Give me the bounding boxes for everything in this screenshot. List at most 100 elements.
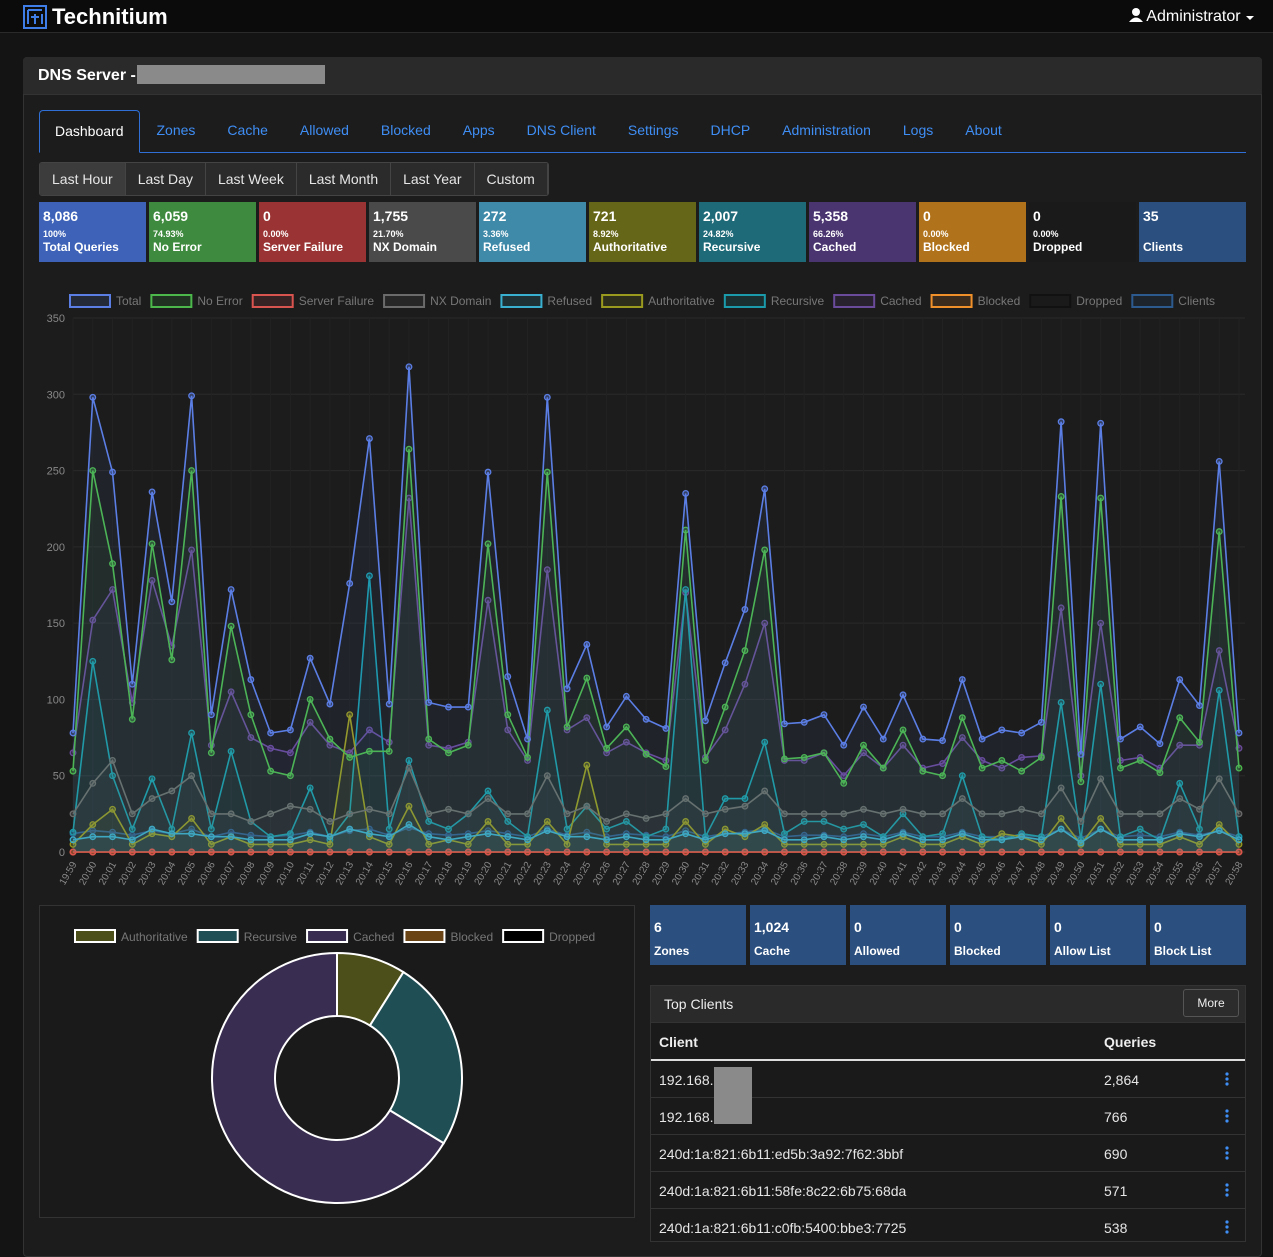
tab[interactable]: DHCP [710, 122, 751, 138]
table-row: 240d:1a:821:6b11:c0fb:5400:bbe3:7725 538 [651, 1209, 1245, 1241]
brand[interactable]: Technitium [52, 4, 168, 29]
range-button[interactable]: Last Day [125, 163, 206, 195]
tab[interactable]: Blocked [380, 122, 431, 138]
zone-stat-box: 1,024 Cache [750, 905, 846, 965]
zone-stat-label: Block List [1154, 944, 1212, 958]
zone-stat-label: Cache [754, 944, 791, 958]
kebab-icon [1225, 1220, 1229, 1234]
stat-label: Blocked [923, 240, 970, 254]
stat-value: 272 [483, 208, 507, 224]
tab[interactable]: DNS Client [526, 122, 596, 138]
stat-box: 0 0.00% Blocked [919, 202, 1026, 262]
zone-stat-box: 6 Zones [650, 905, 746, 965]
client-address: 192.168. [659, 1109, 714, 1125]
tab-bar: Dashboard Zones Cache Allowed Blocked Apps DNS… [39, 110, 1246, 153]
logo-icon [23, 5, 47, 29]
header-rule [651, 1059, 1245, 1061]
stat-percent: 24.82% [703, 229, 734, 239]
stat-value: 35 [1143, 208, 1159, 224]
zone-stat-value: 0 [1154, 919, 1162, 935]
stat-value: 6,059 [153, 208, 189, 224]
range-buttons: Last Hour Last Day Last Week Last Month Last… [39, 162, 549, 196]
client-address: 192.168. [659, 1072, 714, 1088]
zone-stat-box: 0 Blocked [950, 905, 1046, 965]
zone-stat-label: Zones [654, 944, 690, 958]
tab[interactable]: Apps [462, 122, 495, 138]
stat-box: 0 0.00% Server Failure [259, 202, 366, 262]
stat-percent: 21.70% [373, 229, 404, 239]
stat-percent: 0.00% [263, 229, 289, 239]
row-menu[interactable] [1225, 1072, 1229, 1089]
stat-label: Total Queries [43, 240, 119, 254]
kebab-icon [1225, 1072, 1229, 1086]
stat-percent: 74.93% [153, 229, 184, 239]
stat-box: 5,358 66.26% Cached [809, 202, 916, 262]
tab[interactable]: Administration [782, 122, 871, 138]
user-menu[interactable]: Administrator [1128, 8, 1255, 26]
stat-box: 2,007 24.82% Recursive [699, 202, 806, 262]
redaction [137, 65, 325, 84]
client-address: 240d:1a:821:6b11:ed5b:3a92:7f62:3bbf [659, 1146, 904, 1162]
tab[interactable]: Zones [156, 122, 196, 138]
row-menu[interactable] [1225, 1146, 1229, 1163]
stat-value: 2,007 [703, 208, 739, 224]
client-address: 240d:1a:821:6b11:58fe:8c22:6b75:68da [659, 1183, 907, 1199]
stat-percent: 100% [43, 229, 67, 239]
stat-box: 721 8.92% Authoritative [589, 202, 696, 262]
row-menu[interactable] [1225, 1109, 1229, 1126]
top-clients-panel: Top Clients More Client Queries 192.168.… [650, 985, 1246, 1242]
stat-label: Dropped [1033, 240, 1083, 254]
stat-label: Recursive [703, 240, 761, 254]
row-menu[interactable] [1225, 1220, 1229, 1237]
tab[interactable]: About [965, 122, 1002, 138]
client-address: 240d:1a:821:6b11:c0fb:5400:bbe3:7725 [659, 1220, 907, 1236]
navbar: Technitium Administrator [0, 0, 1273, 33]
range-button[interactable]: Last Year [391, 163, 475, 195]
stat-value: 0 [263, 208, 271, 224]
tab[interactable]: Logs [902, 122, 934, 138]
redaction [714, 1067, 752, 1124]
zone-stat-label: Allowed [854, 944, 901, 958]
range-button[interactable]: Last Month [296, 163, 392, 195]
zone-stat-label: Blocked [954, 944, 1001, 958]
range-button[interactable]: Last Hour [40, 163, 126, 195]
column-header: Client [659, 1034, 698, 1050]
stat-box: 1,755 21.70% NX Domain [369, 202, 476, 262]
panel-heading: Top Clients More [651, 986, 1245, 1023]
stat-value: 721 [593, 208, 617, 224]
range-button[interactable]: Last Week [205, 163, 297, 195]
zone-stat-value: 1,024 [754, 919, 790, 935]
kebab-icon [1225, 1109, 1229, 1123]
client-queries: 538 [1104, 1220, 1128, 1236]
tab[interactable]: Allowed [299, 122, 349, 138]
user-icon [1128, 8, 1143, 22]
zone-stat-box: 0 Allowed [850, 905, 946, 965]
stat-label: Refused [483, 240, 531, 254]
stat-percent: 0.00% [1033, 229, 1059, 239]
table-row: 240d:1a:821:6b11:ed5b:3a92:7f62:3bbf 690 [651, 1135, 1245, 1172]
tab[interactable]: Settings [627, 122, 679, 138]
tab[interactable]: Dashboard [39, 110, 140, 153]
zone-stat-box: 0 Block List [1150, 905, 1246, 965]
column-header: Queries [1104, 1034, 1157, 1050]
stat-percent: 8.92% [593, 229, 619, 239]
tab[interactable]: Cache [227, 122, 268, 138]
stat-box: 8,086 100% Total Queries [39, 202, 146, 262]
range-button[interactable]: Custom [474, 163, 548, 195]
zone-stat-value: 0 [954, 919, 962, 935]
zone-stat-value: 0 [1054, 919, 1062, 935]
more-button[interactable]: More [1183, 989, 1239, 1017]
zone-stat-box: 0 Allow List [1050, 905, 1146, 965]
kebab-icon [1225, 1146, 1229, 1160]
client-queries: 766 [1104, 1109, 1128, 1125]
client-queries: 571 [1104, 1183, 1128, 1199]
caret [1246, 16, 1254, 20]
stat-label: No Error [153, 240, 202, 254]
table-row: 240d:1a:821:6b11:58fe:8c22:6b75:68da 571 [651, 1172, 1245, 1209]
stat-label: Server Failure [263, 240, 344, 254]
row-menu[interactable] [1225, 1183, 1229, 1200]
stat-percent: 3.36% [483, 229, 509, 239]
pie-panel [39, 905, 635, 1218]
